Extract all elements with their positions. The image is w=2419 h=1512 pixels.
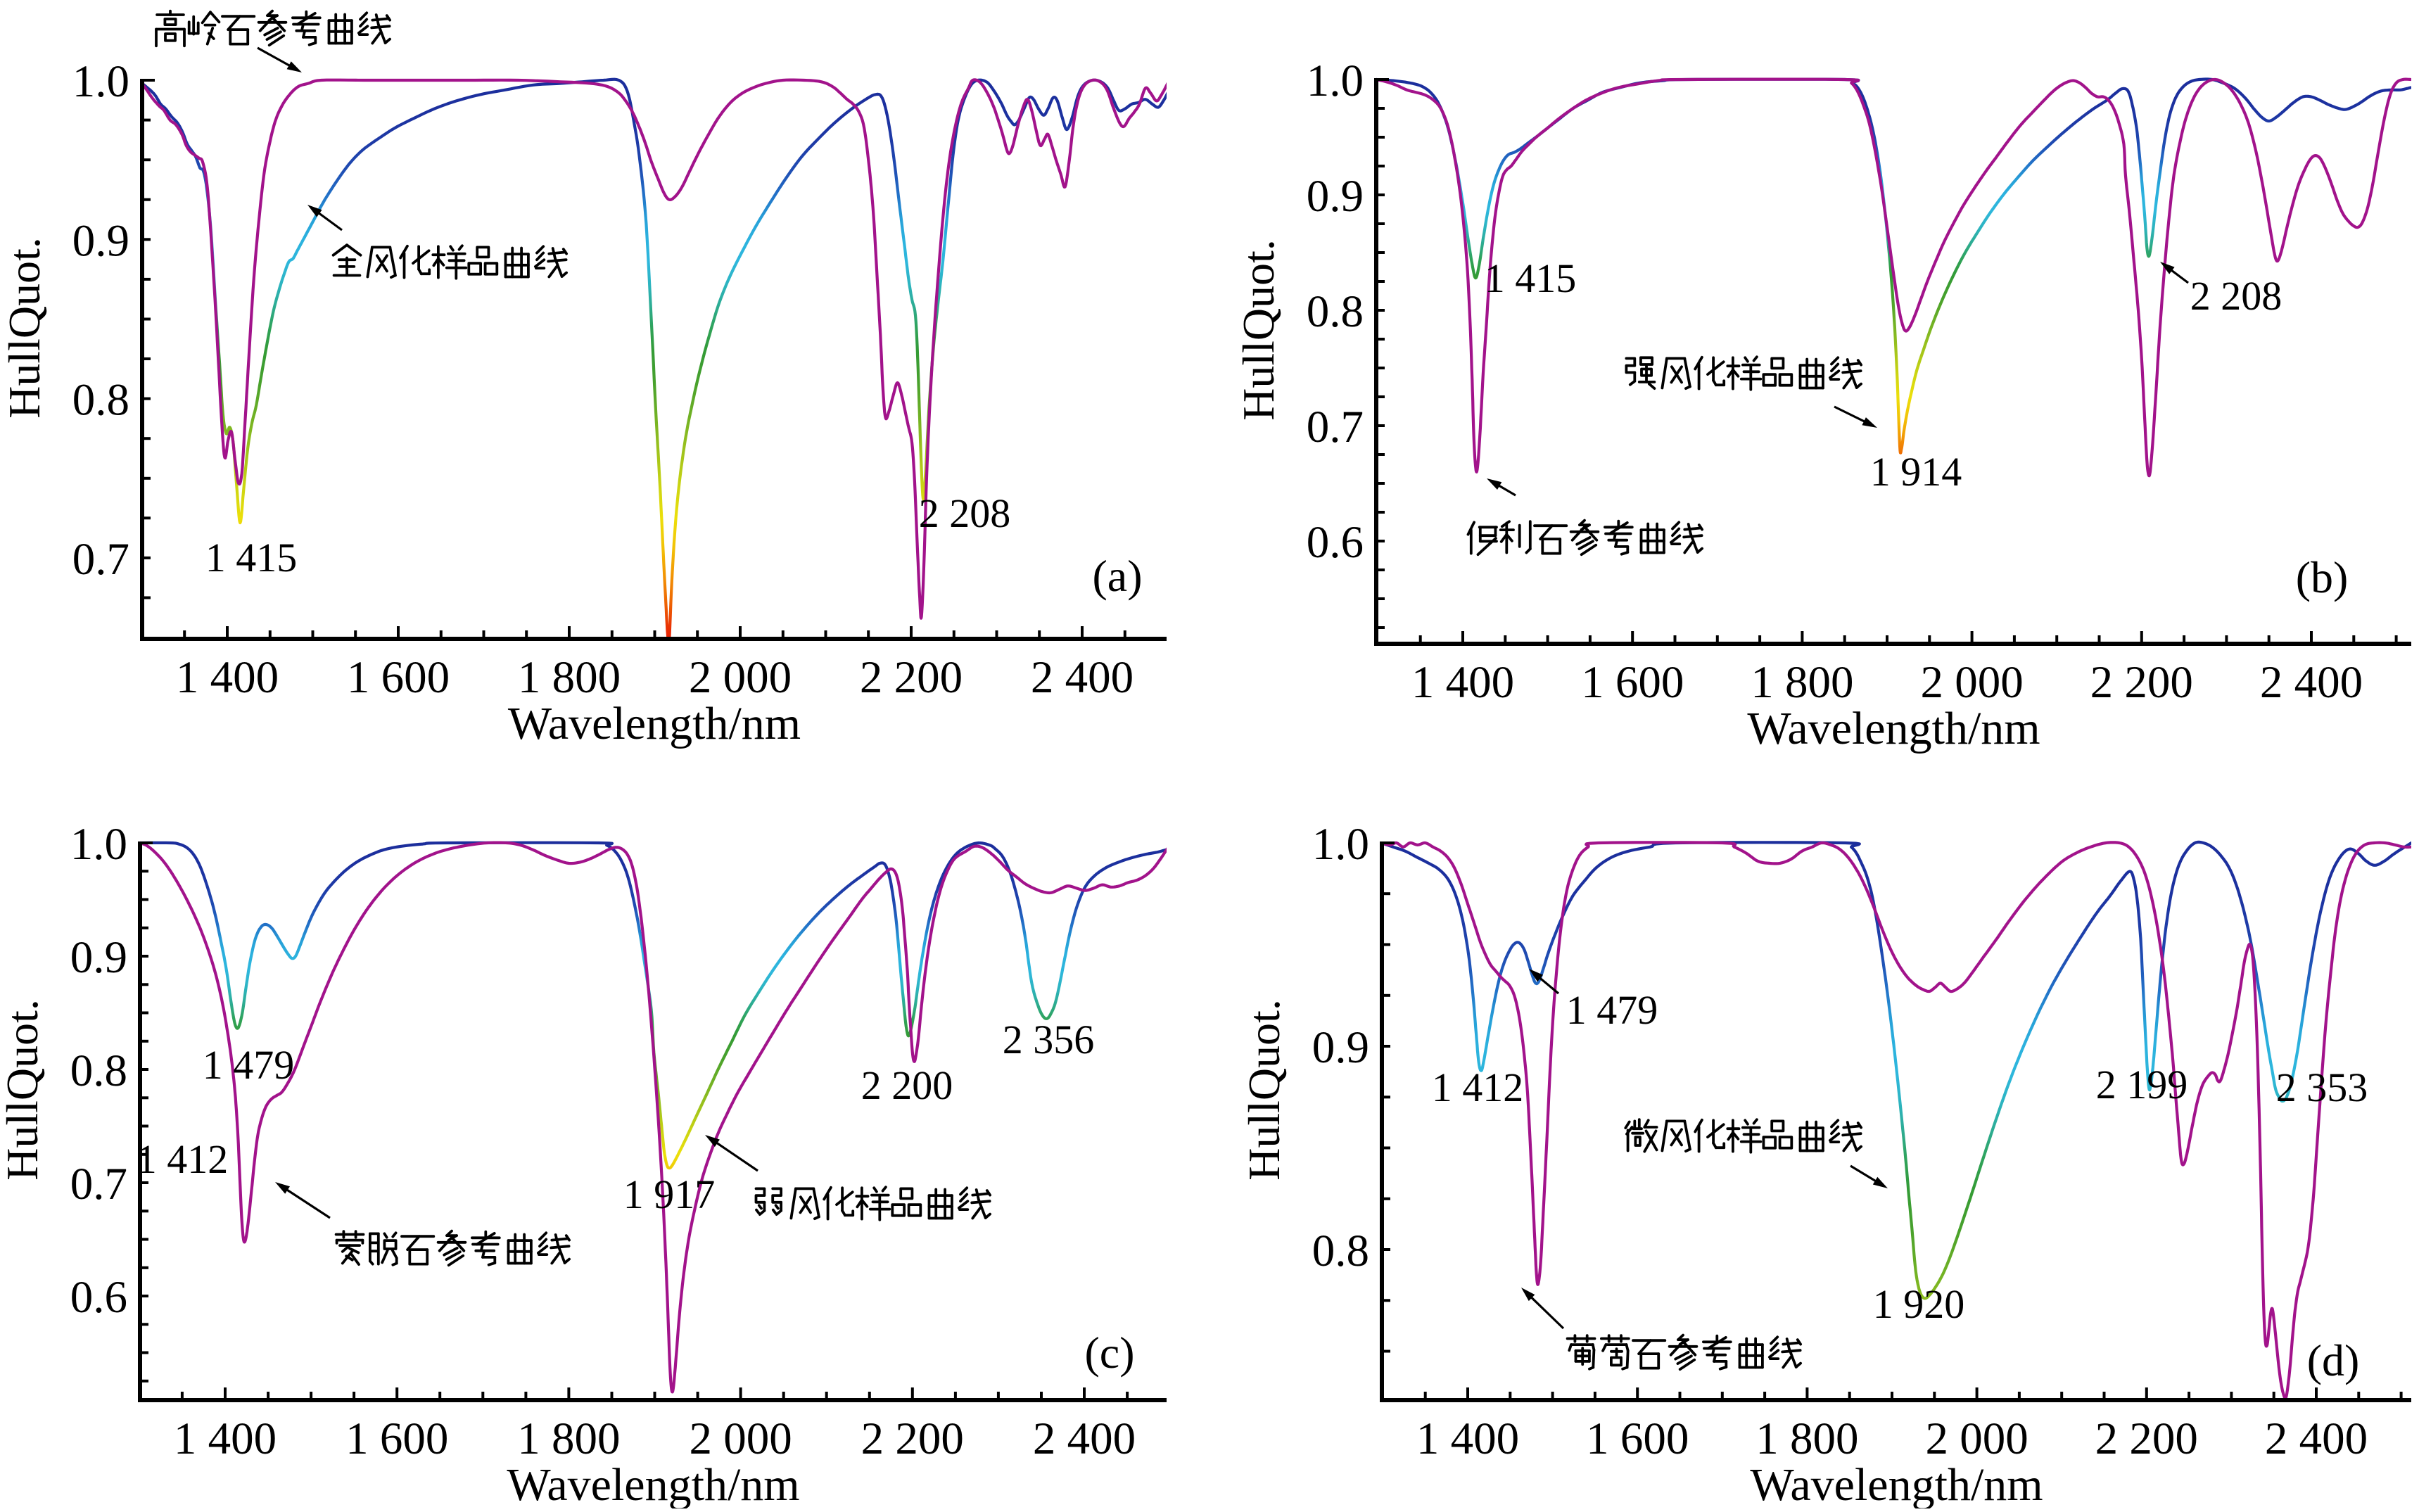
svg-text:1 800: 1 800 [518,652,621,703]
svg-text:0.6: 0.6 [70,1272,127,1323]
svg-text:1.0: 1.0 [1312,819,1369,870]
svg-text:2 208: 2 208 [2190,273,2283,319]
svg-text:1 600: 1 600 [1581,657,1684,708]
svg-text:2 200: 2 200 [860,652,963,703]
svg-text:0.6: 0.6 [1307,517,1364,568]
svg-text:0.8: 0.8 [70,1046,127,1096]
svg-text:Wavelength/nm: Wavelength/nm [507,1459,799,1508]
svg-text:2 200: 2 200 [2095,1413,2198,1464]
svg-text:1 600: 1 600 [1586,1413,1689,1464]
svg-text:2 199: 2 199 [2096,1062,2188,1107]
svg-text:1 415: 1 415 [205,535,298,580]
svg-text:0.9: 0.9 [72,215,129,266]
svg-text:1 600: 1 600 [347,652,450,703]
svg-text:2 400: 2 400 [1033,1413,1136,1464]
svg-text:1 479: 1 479 [203,1042,295,1088]
svg-text:0.7: 0.7 [1307,402,1364,452]
svg-text:(c): (c) [1084,1328,1134,1378]
svg-text:2 000: 2 000 [689,652,792,703]
svg-text:HullQuot.: HullQuot. [0,237,49,419]
svg-text:(d): (d) [2307,1335,2360,1385]
svg-text:1 917: 1 917 [623,1171,716,1217]
svg-text:2 200: 2 200 [861,1413,964,1464]
svg-text:0.8: 0.8 [1312,1226,1369,1276]
svg-text:1 400: 1 400 [176,652,279,703]
svg-text:0.9: 0.9 [1307,171,1364,222]
svg-text:1 914: 1 914 [1870,449,1962,495]
svg-text:1 479: 1 479 [1566,987,1658,1033]
svg-text:1 800: 1 800 [1751,657,1853,708]
svg-text:1.0: 1.0 [1307,56,1364,106]
svg-text:0.8: 0.8 [1307,286,1364,337]
svg-text:0.9: 0.9 [1312,1022,1369,1073]
svg-text:HullQuot.: HullQuot. [1239,999,1289,1181]
svg-text:2 356: 2 356 [1003,1017,1095,1062]
svg-text:2 400: 2 400 [2260,657,2363,708]
svg-text:1 800: 1 800 [1755,1413,1858,1464]
svg-text:1 400: 1 400 [1411,657,1514,708]
svg-text:Wavelength/nm: Wavelength/nm [1750,1459,2043,1508]
svg-text:0.7: 0.7 [70,1159,127,1209]
svg-text:HullQuot.: HullQuot. [1233,239,1283,421]
svg-text:1 400: 1 400 [174,1413,277,1464]
svg-text:2 000: 2 000 [689,1413,792,1464]
svg-text:2 400: 2 400 [1031,652,1134,703]
svg-text:2 000: 2 000 [1925,1413,2028,1464]
svg-text:1 920: 1 920 [1873,1281,1965,1327]
svg-text:0.9: 0.9 [70,932,127,983]
svg-text:(a): (a) [1092,551,1142,601]
svg-text:2 208: 2 208 [919,490,1011,536]
svg-text:2 000: 2 000 [1920,657,2023,708]
svg-text:HullQuot.: HullQuot. [0,999,47,1181]
svg-text:2 400: 2 400 [2265,1413,2368,1464]
svg-text:1 400: 1 400 [1416,1413,1519,1464]
svg-text:Wavelength/nm: Wavelength/nm [1747,703,2040,754]
svg-text:1 600: 1 600 [345,1413,448,1464]
svg-text:2 200: 2 200 [2090,657,2193,708]
svg-text:2 353: 2 353 [2276,1065,2368,1110]
svg-text:(b): (b) [2296,552,2349,602]
svg-text:0.8: 0.8 [72,375,129,426]
svg-text:Wavelength/nm: Wavelength/nm [508,698,801,749]
svg-text:1.0: 1.0 [72,56,129,107]
svg-text:1 415: 1 415 [1485,255,1577,301]
svg-text:1 412: 1 412 [1432,1065,1524,1110]
svg-text:2 200: 2 200 [861,1062,953,1108]
svg-text:1 412: 1 412 [136,1136,229,1182]
svg-text:1.0: 1.0 [70,819,127,870]
svg-text:1 800: 1 800 [517,1413,620,1464]
svg-text:0.7: 0.7 [72,534,129,585]
